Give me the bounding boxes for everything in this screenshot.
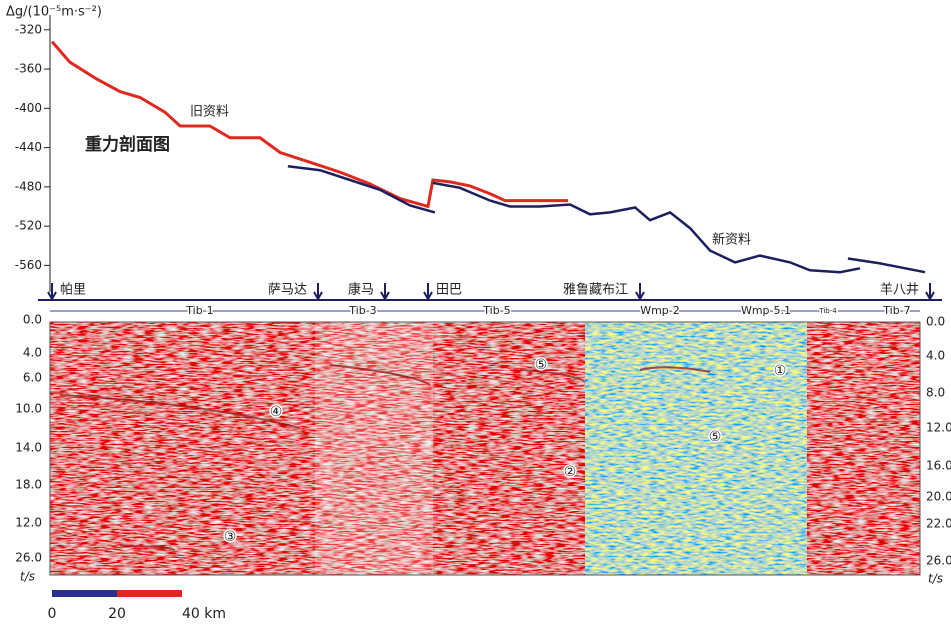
y-tick-label: -480 [15,179,42,193]
segment-label: Wmp-5.1 [741,304,791,317]
station-arrow [314,283,322,299]
seismic-overlay [315,322,433,575]
segment-label: Tib-3 [348,304,376,317]
y-tick-label: -320 [15,22,42,36]
segment-label: Tib-4 [818,307,837,315]
station-label: 羊八井 [880,282,919,298]
station-arrow [48,283,56,299]
marker-label: ③ [224,529,237,545]
station-label: 帕里 [60,283,86,298]
page: {"chart_data": { "type": "line", "title"… [0,0,951,630]
gravity-line [288,166,925,272]
station-label: 萨马达 [268,283,307,298]
segment-label: Tib-1 [185,304,213,317]
figure: Δg/(10⁻⁵m·s⁻²) 重力剖面图 -320 -360 -400 -440 -48… [0,0,951,626]
time-unit: t/s [928,572,943,586]
scale-bar-label: 40 km [182,606,226,622]
time-label: 6.0 [23,371,42,385]
y-tick-label: -440 [15,140,42,154]
time-label: 4.0 [926,349,945,363]
time-label: 12.0 [926,421,951,435]
station-arrow [636,283,644,299]
time-label: 10.0 [15,402,42,416]
y-tick-label: -520 [15,219,42,233]
time-label: 26.0 [15,551,42,565]
time-label: 18.0 [15,478,42,492]
scale-bar-label: 20 [108,606,126,622]
segment-label: Tib-5 [482,304,510,317]
series-label: 旧资料 [190,105,229,120]
y-tick-label: -360 [15,62,42,76]
station-label: 康马 [348,282,374,298]
gravity-line [52,42,568,207]
marker-label: ② [564,464,577,480]
scale-bar-segment [117,590,182,597]
time-label: 20.0 [926,490,951,504]
y-axis-label: Δg/(10⁻⁵m·s⁻²) [6,5,102,20]
station-arrow [381,283,389,299]
time-label: 8.0 [926,386,945,400]
segment-label: Tib-7 [882,304,910,317]
time-label: 0.0 [926,315,945,329]
time-unit: t/s [20,570,35,584]
station-arrow [926,283,934,299]
y-tick-label: -400 [15,101,42,115]
time-label: 16.0 [926,459,951,473]
segment-label: Wmp-2 [640,304,680,317]
station-label: 雅鲁藏布江 [563,283,628,298]
marker-label: ⑤ [535,357,548,373]
time-label: 0.0 [23,313,42,327]
seismic-image [585,322,807,575]
marker-label: ⑤ [709,429,722,445]
scale-bar-label: 0 [48,606,57,622]
marker-label: ① [774,363,787,379]
chart-title: 重力剖面图 [85,134,170,155]
marker-label: ④ [270,404,283,420]
station-label: 田巴 [436,283,462,298]
time-label: 26.0 [926,554,951,568]
y-tick-label: -560 [15,258,42,272]
series-label: 新资料 [712,232,751,248]
time-label: 22.0 [926,517,951,531]
station-arrow [424,283,432,299]
time-label: 14.0 [15,441,42,455]
time-label: 4.0 [23,346,42,360]
scale-bar-segment [52,590,117,597]
time-label: 12.0 [15,516,42,530]
seismic-image [807,322,920,575]
